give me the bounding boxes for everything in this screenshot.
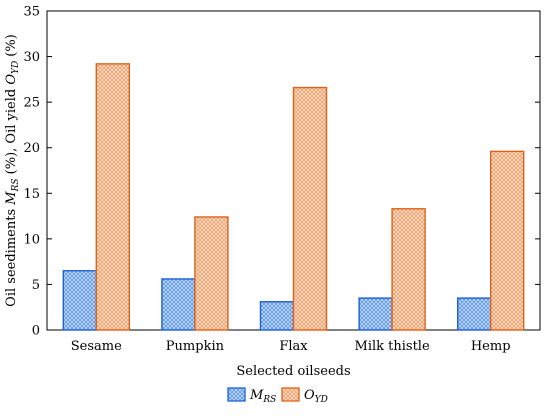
- bar: [457, 297, 492, 331]
- bar: [259, 301, 295, 331]
- y-tick-label: 35: [23, 5, 40, 20]
- y-tick-label: 25: [23, 96, 40, 111]
- bar: [95, 63, 131, 331]
- bar: [358, 297, 393, 331]
- legend-label: MRS: [249, 388, 276, 405]
- y-tick-label: 15: [23, 187, 40, 202]
- legend-swatch: [227, 387, 246, 402]
- bar: [490, 150, 525, 331]
- y-tick-label: 5: [32, 278, 40, 293]
- legend-label: OYD: [304, 388, 328, 405]
- x-tick-label: Pumpkin: [166, 339, 225, 354]
- bar: [161, 278, 196, 331]
- bar: [292, 86, 328, 331]
- x-tick-label: Flax: [279, 339, 308, 354]
- y-tick-label: 20: [23, 141, 40, 156]
- plot-region: 0 5 10 15 20 25 30 35 Sesame Pumpkin Flax Milk this…: [4, 5, 541, 405]
- legend-swatch: [281, 387, 300, 402]
- x-tick-label: Sesame: [71, 339, 122, 354]
- x-axis-title: Selected oilseeds: [236, 364, 350, 379]
- y-tick-label: 0: [32, 324, 40, 339]
- y-tick-label: 30: [23, 50, 40, 65]
- y-tick-label: 10: [23, 232, 40, 247]
- x-tick-label: Hemp: [471, 339, 511, 354]
- bar: [391, 208, 426, 331]
- bar: [194, 216, 229, 331]
- x-tick-label: Milk thistle: [355, 339, 430, 354]
- bar: [62, 270, 97, 331]
- y-axis-title: Oil seediments MRS (%), Oil yield OYD (%…: [4, 34, 21, 307]
